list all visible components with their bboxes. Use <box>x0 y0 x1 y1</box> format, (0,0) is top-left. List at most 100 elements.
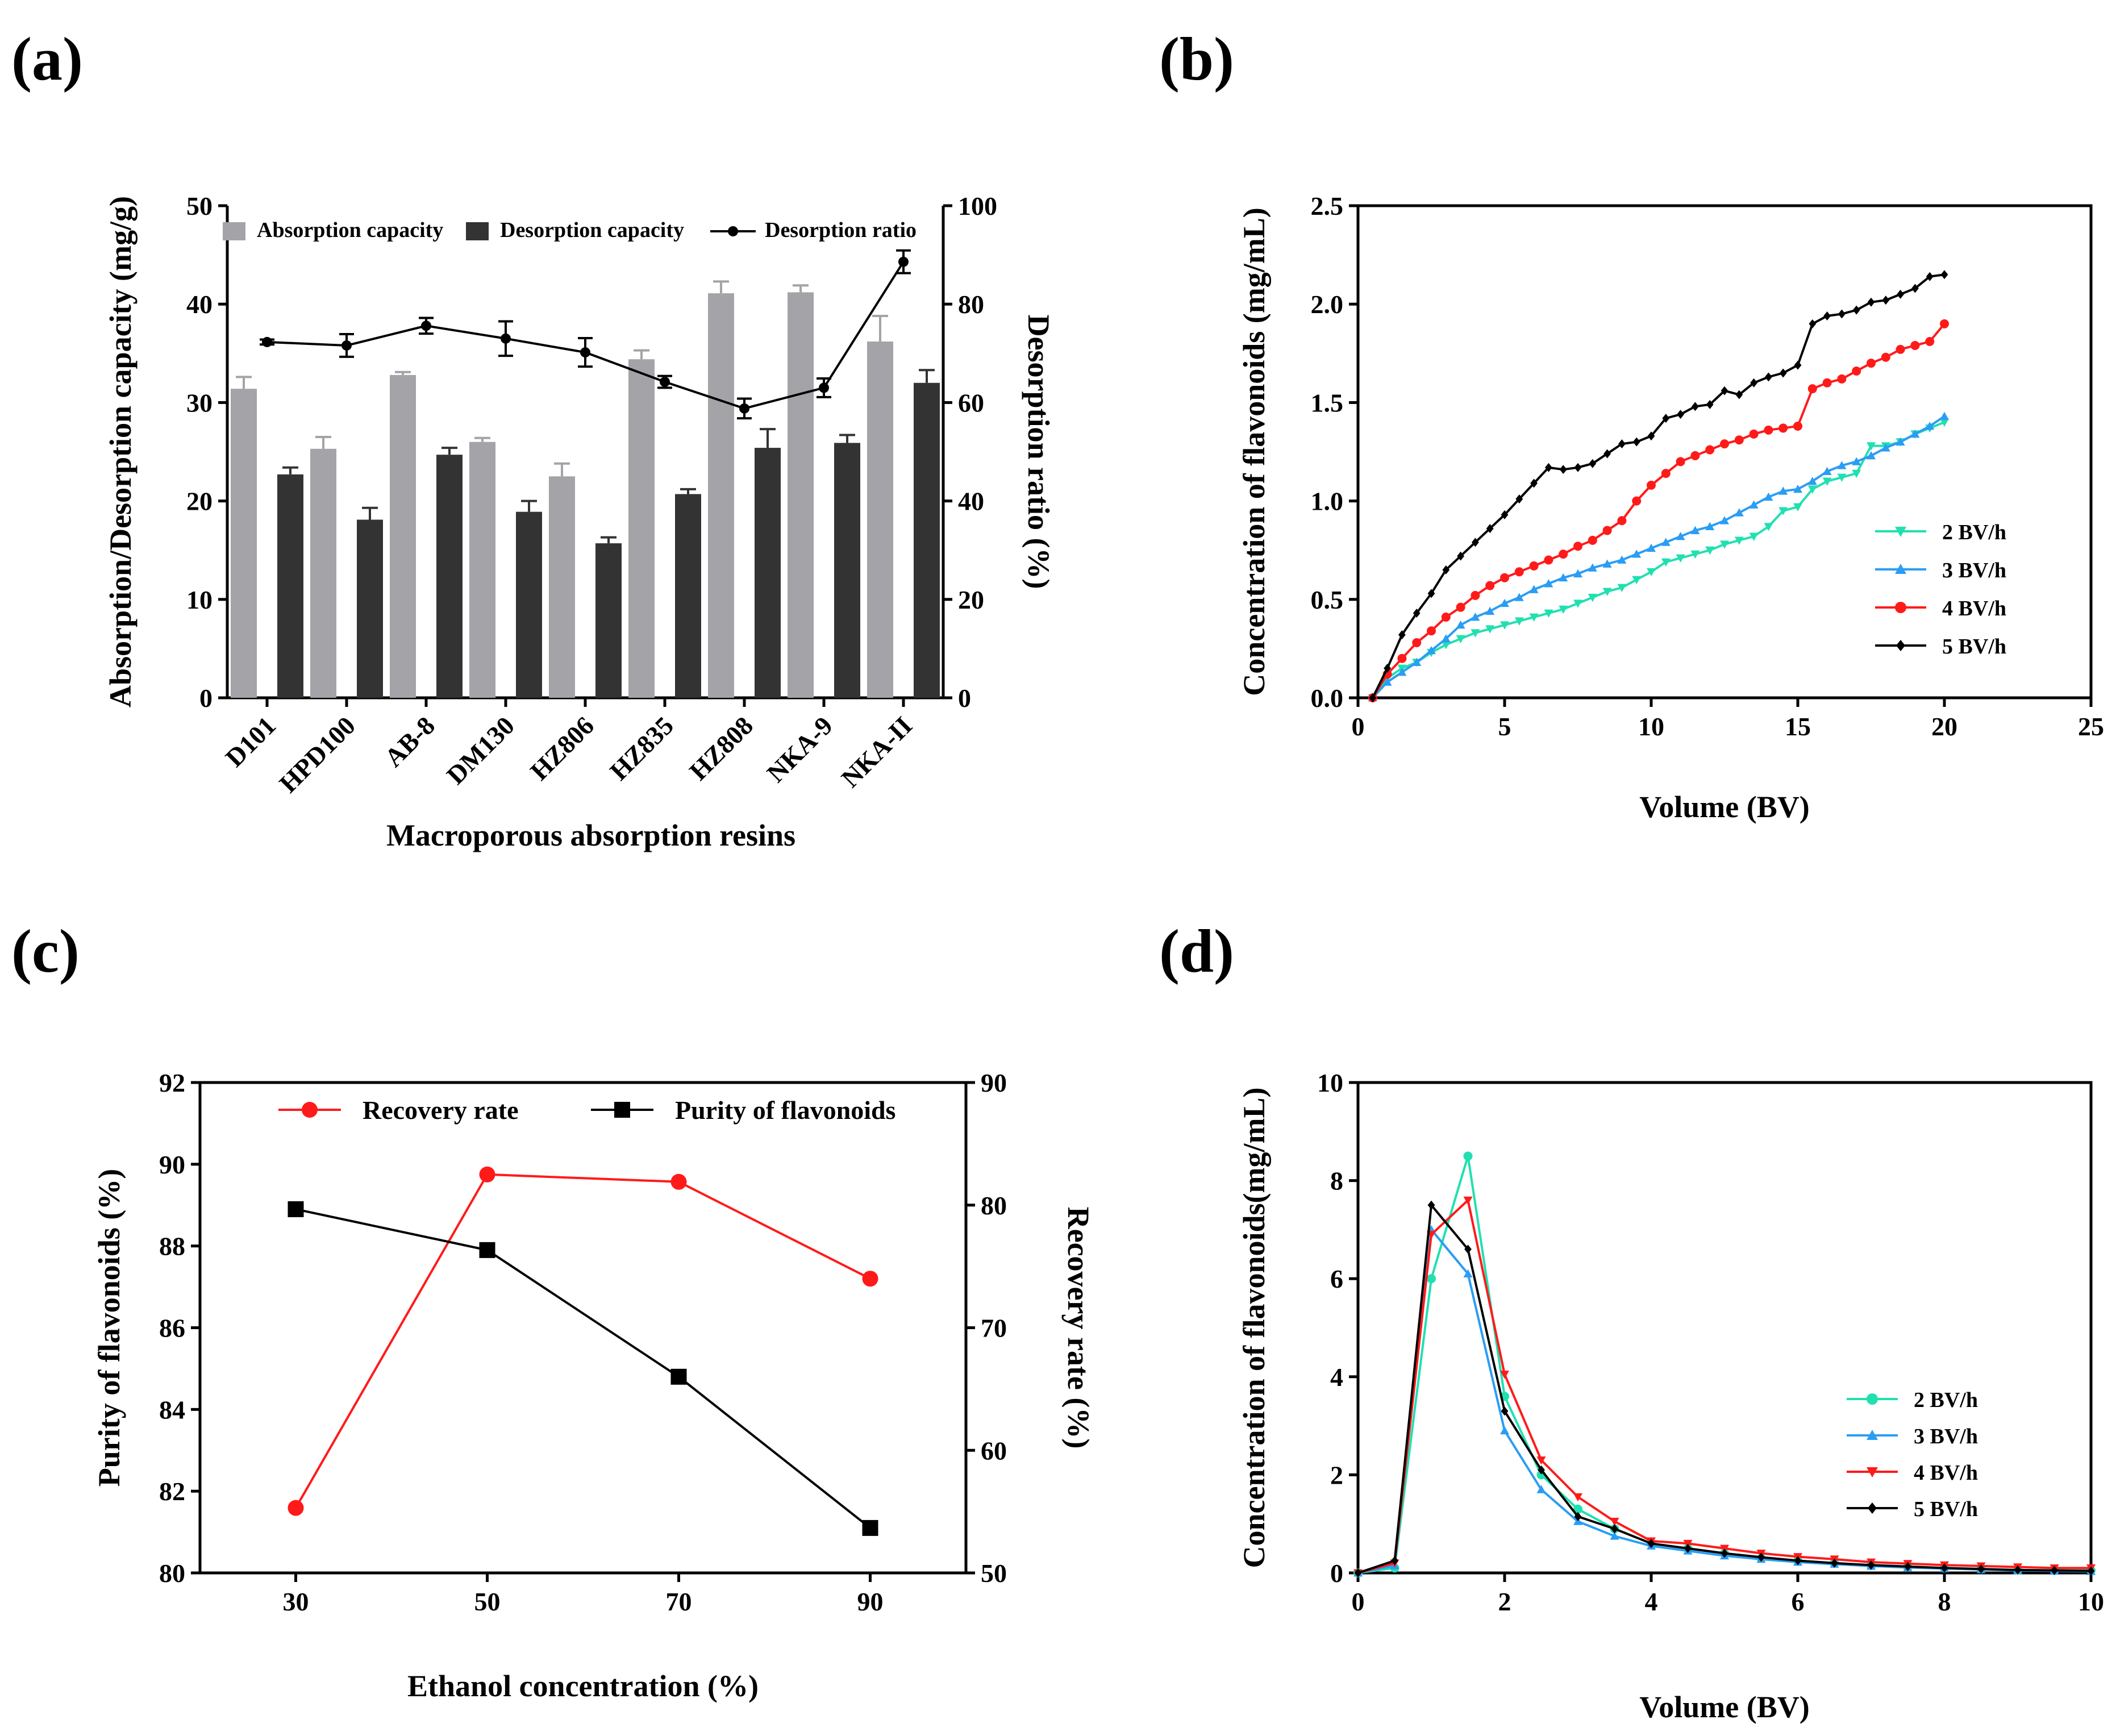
b-data-point <box>1617 555 1627 564</box>
b-data-point <box>1529 585 1539 593</box>
b-data-point <box>1397 653 1407 663</box>
a-desorption-bar <box>834 443 860 698</box>
a-absorption-bar <box>231 389 257 698</box>
b-data-point <box>1456 602 1465 612</box>
a-ratio-point <box>898 256 909 267</box>
d-legend-marker <box>1868 1502 1877 1514</box>
a-ratio-point <box>739 403 749 414</box>
b-data-point <box>1778 423 1788 433</box>
d-legend-label: 2 BV/h <box>1914 1388 1978 1412</box>
d-series-line <box>1357 1198 2091 1574</box>
d-x-tick-label: 0 <box>1352 1587 1365 1616</box>
b-data-point <box>1764 523 1773 531</box>
b-data-point <box>1647 543 1656 552</box>
b-data-point <box>1750 378 1757 388</box>
b-data-point <box>1472 538 1479 547</box>
b-legend-label: 3 BV/h <box>1942 559 2006 582</box>
d-legend-marker <box>1867 1430 1878 1440</box>
b-data-point <box>1530 478 1538 488</box>
b-data-point <box>1881 352 1890 362</box>
c-plot-frame <box>198 1081 968 1575</box>
b-y-tick-label: 2.0 <box>1311 290 1344 319</box>
c-y-tick-label: 82 <box>159 1477 185 1506</box>
b-data-point <box>1514 617 1524 626</box>
b-data-point <box>1940 319 1949 328</box>
b-data-point <box>1940 418 1949 427</box>
b-legend-marker <box>1895 564 1906 574</box>
b-data-point <box>1661 469 1671 478</box>
a-y-tick-label: 20 <box>186 487 213 516</box>
a-category-label: DM130 <box>441 711 520 790</box>
b-data-point <box>1397 667 1407 676</box>
a-legend-desorption-label: Desorption capacity <box>500 218 684 242</box>
b-data-point <box>1485 581 1495 590</box>
a-category-label: D101 <box>220 711 281 772</box>
b-data-point <box>1602 526 1612 535</box>
chart-c: 80 82 84 86 88 90 92 50 60 70 80 90 30 50 70 90 Recovery… <box>92 1068 1096 1703</box>
b-data-point <box>1749 429 1759 439</box>
b-data-point <box>1809 319 1817 328</box>
b-data-point <box>1911 284 1919 293</box>
a-y-tick-label: 0 <box>199 684 213 713</box>
b-data-point <box>1838 309 1846 319</box>
b-data-point <box>1457 551 1464 561</box>
d-legend-label: 4 BV/h <box>1914 1461 1978 1485</box>
b-data-point <box>1617 584 1627 593</box>
b-data-point <box>1573 569 1582 578</box>
c-legend-label: Recovery rate <box>363 1096 519 1125</box>
d-data-point <box>2014 1565 2022 1575</box>
b-data-point <box>1705 522 1715 531</box>
d-data-point <box>1977 1564 1985 1574</box>
b-data-point <box>1485 606 1495 615</box>
a-category-label: HZ806 <box>524 711 599 786</box>
panel-d-label: (d) <box>1159 918 1234 985</box>
b-data-point <box>1807 384 1817 394</box>
c-x-tick-label: 70 <box>666 1587 692 1616</box>
d-data-point <box>1610 1531 1619 1540</box>
b-data-point <box>1706 399 1714 409</box>
b-data-point <box>1471 612 1480 621</box>
a-absorption-bar <box>628 359 655 698</box>
d-data-point <box>1573 1493 1582 1502</box>
b-y-tick-label: 0.0 <box>1311 684 1344 713</box>
a-category-label: NKA-9 <box>761 711 838 788</box>
b-data-point <box>1822 477 1832 486</box>
b-data-point <box>1690 451 1700 460</box>
b-data-point <box>1456 620 1465 629</box>
a-y2-tick-label: 80 <box>958 290 984 319</box>
c-y-tick-label: 86 <box>159 1314 185 1343</box>
b-data-point <box>1427 589 1435 598</box>
b-data-point <box>1647 568 1656 577</box>
b-data-point <box>1807 476 1817 485</box>
b-y-tick-label: 0.5 <box>1311 585 1344 614</box>
b-data-point <box>1676 531 1685 540</box>
b-data-point <box>1661 538 1671 546</box>
a-ratio-point <box>501 333 511 344</box>
b-data-point <box>1867 442 1876 451</box>
d-data-point <box>1831 1558 1838 1568</box>
b-data-point <box>1589 459 1597 468</box>
c-y-tick-label: 80 <box>159 1559 185 1588</box>
b-data-point <box>1910 429 1920 438</box>
d-data-point <box>1794 1556 1802 1566</box>
d-data-point <box>2051 1566 2058 1575</box>
d-data-point <box>1427 1274 1436 1284</box>
b-data-point <box>1412 638 1422 648</box>
b-data-point <box>1574 463 1582 472</box>
a-absorption-bar <box>867 342 893 698</box>
b-data-point <box>1764 492 1773 501</box>
c-y2-tick-label: 90 <box>981 1068 1007 1097</box>
b-data-point <box>1852 305 1860 315</box>
d-y-tick-label: 0 <box>1330 1559 1343 1588</box>
b-legend-label: 2 BV/h <box>1942 521 2006 544</box>
c-x-axis-title: Ethanol concentration (%) <box>407 1669 759 1703</box>
b-data-point <box>1897 289 1904 299</box>
b-y-axis-title: Concentration of flavonoids (mg/mL) <box>1237 207 1271 696</box>
b-data-point <box>1896 437 1905 446</box>
b-data-point <box>1690 550 1700 559</box>
b-data-point <box>1940 270 1948 280</box>
a-desorption-bar <box>675 494 701 698</box>
b-data-point <box>1661 558 1671 567</box>
d-data-point <box>1573 1504 1582 1514</box>
